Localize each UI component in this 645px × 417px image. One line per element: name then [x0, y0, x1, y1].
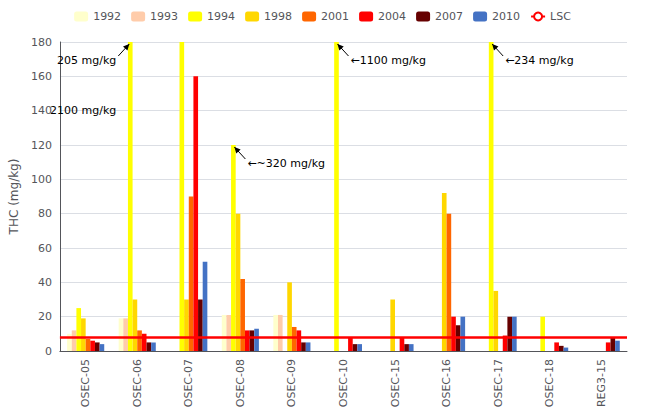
svg-text:2001: 2001	[321, 10, 349, 23]
svg-text:2010: 2010	[492, 10, 520, 23]
svg-text:40: 40	[38, 276, 52, 289]
svg-text:OSEC-08: OSEC-08	[234, 359, 247, 407]
svg-text:←~320 mg/kg: ←~320 mg/kg	[247, 157, 325, 170]
svg-text:LSC: LSC	[550, 10, 571, 23]
svg-text:OSEC-09: OSEC-09	[285, 359, 298, 407]
svg-text:180: 180	[31, 36, 52, 49]
svg-text:1993: 1993	[150, 10, 178, 23]
svg-text:160: 160	[31, 70, 52, 83]
svg-text:1994: 1994	[207, 10, 235, 23]
svg-text:OSEC-05: OSEC-05	[79, 359, 92, 407]
svg-text:THC (mg/kg): THC (mg/kg)	[7, 159, 21, 236]
svg-text:REG3-15: REG3-15	[595, 359, 608, 407]
svg-text:OSEC-07: OSEC-07	[182, 359, 195, 407]
svg-text:OSEC-16: OSEC-16	[440, 359, 453, 407]
svg-text:60: 60	[38, 242, 52, 255]
svg-text:←1100 mg/kg: ←1100 mg/kg	[350, 54, 425, 67]
svg-text:1992: 1992	[93, 10, 121, 23]
svg-text:2004: 2004	[378, 10, 406, 23]
svg-text:←234 mg/kg: ←234 mg/kg	[505, 54, 573, 67]
svg-text:OSEC-15: OSEC-15	[389, 359, 402, 407]
svg-text:OSEC-10: OSEC-10	[337, 359, 350, 407]
svg-text:205 mg/kg: 205 mg/kg	[57, 54, 116, 67]
svg-text:20: 20	[38, 310, 52, 323]
svg-text:2100 mg/kg: 2100 mg/kg	[50, 104, 116, 117]
svg-text:2007: 2007	[435, 10, 463, 23]
svg-text:140: 140	[31, 104, 52, 117]
svg-text:1998: 1998	[264, 10, 292, 23]
svg-text:OSEC-06: OSEC-06	[131, 359, 144, 407]
svg-text:100: 100	[31, 173, 52, 186]
svg-text:0: 0	[45, 345, 52, 358]
svg-text:OSEC-17: OSEC-17	[492, 359, 505, 407]
svg-text:120: 120	[31, 139, 52, 152]
svg-text:OSEC-18: OSEC-18	[543, 359, 556, 407]
svg-text:80: 80	[38, 207, 52, 220]
